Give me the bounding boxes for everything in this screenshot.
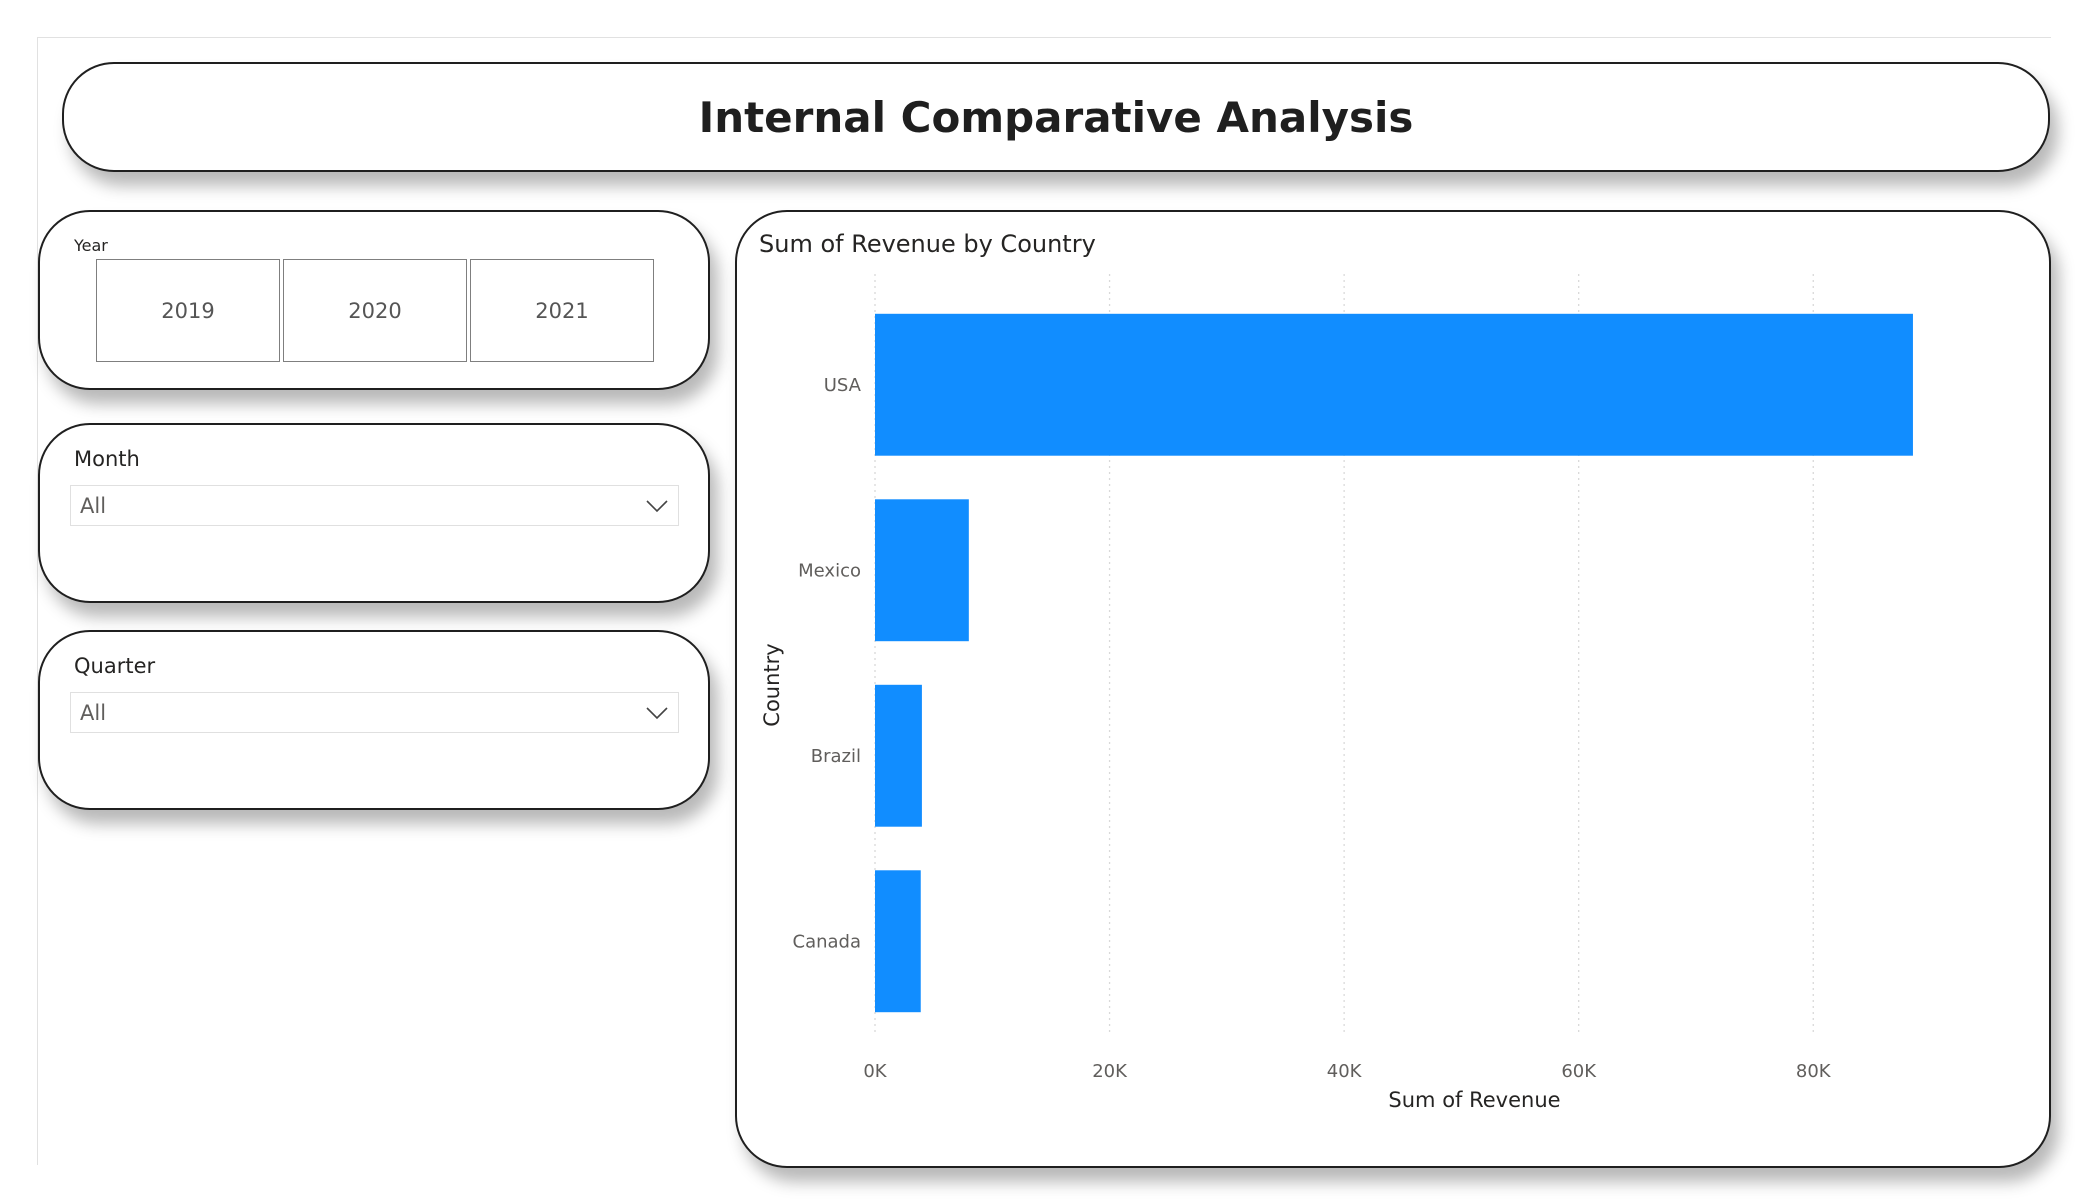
year-tile-2019[interactable]: 2019 xyxy=(96,259,280,362)
bar-mexico[interactable] xyxy=(875,499,969,642)
year-tile-2020[interactable]: 2020 xyxy=(283,259,467,362)
bar-chart-svg: USA Mexico Brazil Canada 0K 20K 40K 60K 80K Sum… xyxy=(760,274,1913,1112)
month-slicer-label: Month xyxy=(74,447,140,471)
month-dropdown-value: All xyxy=(80,493,107,518)
chevron-down-icon[interactable] xyxy=(646,706,668,720)
chart-title: Sum of Revenue by Country xyxy=(759,230,1096,258)
year-slicer: Year 2019 2020 2021 xyxy=(38,210,710,390)
category-label: Canada xyxy=(793,931,862,952)
year-tile-group: 2019 2020 2021 xyxy=(96,259,654,362)
category-labels: USA Mexico Brazil Canada xyxy=(793,375,862,953)
category-label: Brazil xyxy=(811,746,861,767)
year-tile-2021[interactable]: 2021 xyxy=(470,259,654,362)
quarter-slicer: Quarter All xyxy=(38,630,710,810)
x-tick-labels: 0K 20K 40K 60K 80K xyxy=(863,1061,1831,1082)
page-title: Internal Comparative Analysis xyxy=(698,92,1414,142)
x-tick-label: 20K xyxy=(1092,1061,1128,1082)
month-dropdown[interactable]: All xyxy=(70,485,679,526)
y-axis-title: Country xyxy=(760,643,784,726)
quarter-slicer-label: Quarter xyxy=(74,654,156,678)
title-banner: Internal Comparative Analysis xyxy=(62,62,2050,172)
bar-usa[interactable] xyxy=(875,313,1913,456)
bar-canada[interactable] xyxy=(875,870,921,1013)
category-label: USA xyxy=(824,375,862,396)
month-slicer: Month All xyxy=(38,423,710,603)
report-canvas xyxy=(37,37,2051,1165)
x-tick-label: 60K xyxy=(1561,1061,1597,1082)
x-tick-label: 80K xyxy=(1796,1061,1832,1082)
x-tick-label: 0K xyxy=(863,1061,887,1082)
bar-brazil[interactable] xyxy=(875,684,922,827)
revenue-by-country-chart: Sum of Revenue by Country USA Mexico Brazi… xyxy=(735,210,2051,1168)
bars xyxy=(875,313,1913,1013)
x-axis-title: Sum of Revenue xyxy=(1388,1088,1560,1112)
chevron-down-icon[interactable] xyxy=(646,499,668,513)
quarter-dropdown-value: All xyxy=(80,700,107,725)
year-slicer-label: Year xyxy=(74,236,108,255)
x-tick-label: 40K xyxy=(1327,1061,1363,1082)
quarter-dropdown[interactable]: All xyxy=(70,692,679,733)
category-label: Mexico xyxy=(798,560,861,581)
